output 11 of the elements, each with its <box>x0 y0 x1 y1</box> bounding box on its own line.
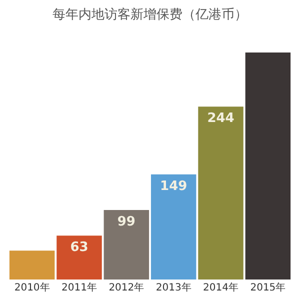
data-label: 63 <box>70 240 88 256</box>
x-tick-label: 2014年 <box>203 282 238 294</box>
data-label: 149 <box>160 178 188 194</box>
chart-title: 每年内地访客新增保费（亿港币） <box>52 6 248 22</box>
data-label: 99 <box>117 214 136 230</box>
x-tick-label: 2013年 <box>156 282 192 294</box>
x-tick-label: 2015年 <box>250 282 286 294</box>
x-tick-label: 2011年 <box>62 282 97 294</box>
x-tick-label: 2010年 <box>14 282 50 294</box>
x-tick-label: 2012年 <box>108 282 144 294</box>
data-label: 244 <box>207 111 234 126</box>
